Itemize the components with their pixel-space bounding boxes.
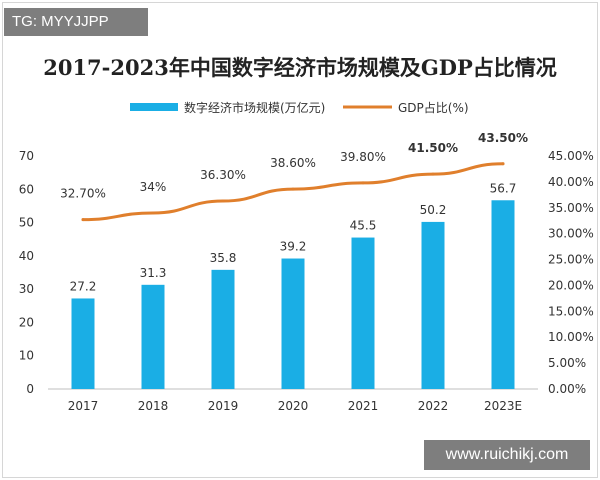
bar-value-label: 45.5 xyxy=(350,219,377,233)
y-left-tick-label: 60 xyxy=(19,182,34,196)
bar xyxy=(141,284,165,389)
line-value-label: 36.30% xyxy=(200,168,246,182)
line-value-label: 39.80% xyxy=(340,150,386,164)
y-right-tick-label: 5.00% xyxy=(548,356,586,370)
y-right-tick-label: 40.00% xyxy=(548,175,594,189)
legend-bar-label: 数字经济市场规模(万亿元) xyxy=(184,100,325,115)
line-value-label: 32.70% xyxy=(60,187,106,201)
legend-line-label: GDP占比(%) xyxy=(398,100,469,115)
y-left-tick-label: 40 xyxy=(19,249,34,263)
bar xyxy=(351,237,375,389)
bar xyxy=(421,221,445,389)
x-tick-label: 2020 xyxy=(278,399,309,413)
line-point xyxy=(431,172,435,176)
y-right-tick-label: 35.00% xyxy=(548,201,594,215)
y-right-tick-label: 30.00% xyxy=(548,227,594,241)
bar-value-label: 31.3 xyxy=(140,266,167,280)
y-left-tick-label: 50 xyxy=(19,216,34,230)
bar-value-label: 35.8 xyxy=(210,251,237,265)
line-value-label: 38.60% xyxy=(270,156,316,170)
y-right-tick-label: 15.00% xyxy=(548,304,594,318)
y-left-tick-label: 20 xyxy=(19,315,34,329)
line-value-label: 43.50% xyxy=(478,131,528,145)
x-tick-label: 2018 xyxy=(138,399,169,413)
line-point xyxy=(221,199,225,203)
legend: 数字经济市场规模(万亿元) GDP占比(%) xyxy=(130,100,469,115)
bar-value-label: 39.2 xyxy=(280,240,307,254)
bar-value-label: 50.2 xyxy=(420,203,447,217)
x-tick-label: 2021 xyxy=(348,399,379,413)
y-left-tick-label: 10 xyxy=(19,349,34,363)
x-tick-label: 2017 xyxy=(68,399,99,413)
line-series: 32.70% 34% 36.30% 38.60% 39.80% 41.50% 43.50% xyxy=(60,131,528,222)
y-right-tick-label: 25.00% xyxy=(548,253,594,267)
x-tick-label: 2019 xyxy=(208,399,239,413)
y-left-tick-label: 70 xyxy=(19,149,34,163)
line-value-label: 41.50% xyxy=(408,141,458,155)
bar-series: 27.2 31.3 35.8 39.2 45.5 50.2 56.7 xyxy=(70,181,517,389)
bar-value-label: 56.7 xyxy=(490,181,517,195)
y-right-tick-label: 0.00% xyxy=(548,382,586,396)
line-point xyxy=(291,187,295,191)
line-point xyxy=(151,211,155,215)
bar xyxy=(491,200,515,389)
y-right-tick-label: 20.00% xyxy=(548,278,594,292)
y-left-tick-label: 30 xyxy=(19,282,34,296)
x-tick-label: 2022 xyxy=(418,399,449,413)
line-point xyxy=(501,162,505,166)
y-right-tick-label: 45.00% xyxy=(548,149,594,163)
bar xyxy=(281,258,305,389)
line-value-label: 34% xyxy=(140,180,167,194)
watermark-top: TG: MYYJJPP xyxy=(4,8,148,36)
x-tick-label: 2023E xyxy=(484,399,522,413)
watermark-bottom: www.ruichikj.com xyxy=(424,440,590,470)
legend-bar-swatch xyxy=(130,103,178,111)
y-right-tick-label: 10.00% xyxy=(548,330,594,344)
line-point xyxy=(81,218,85,222)
line-point xyxy=(361,181,365,185)
chart-title: 2017-2023年中国数字经济市场规模及GDP占比情况 xyxy=(43,55,557,80)
y-left-tick-label: 0 xyxy=(26,382,34,396)
bar-value-label: 27.2 xyxy=(70,279,97,293)
bar xyxy=(211,269,235,389)
bar xyxy=(71,298,95,389)
